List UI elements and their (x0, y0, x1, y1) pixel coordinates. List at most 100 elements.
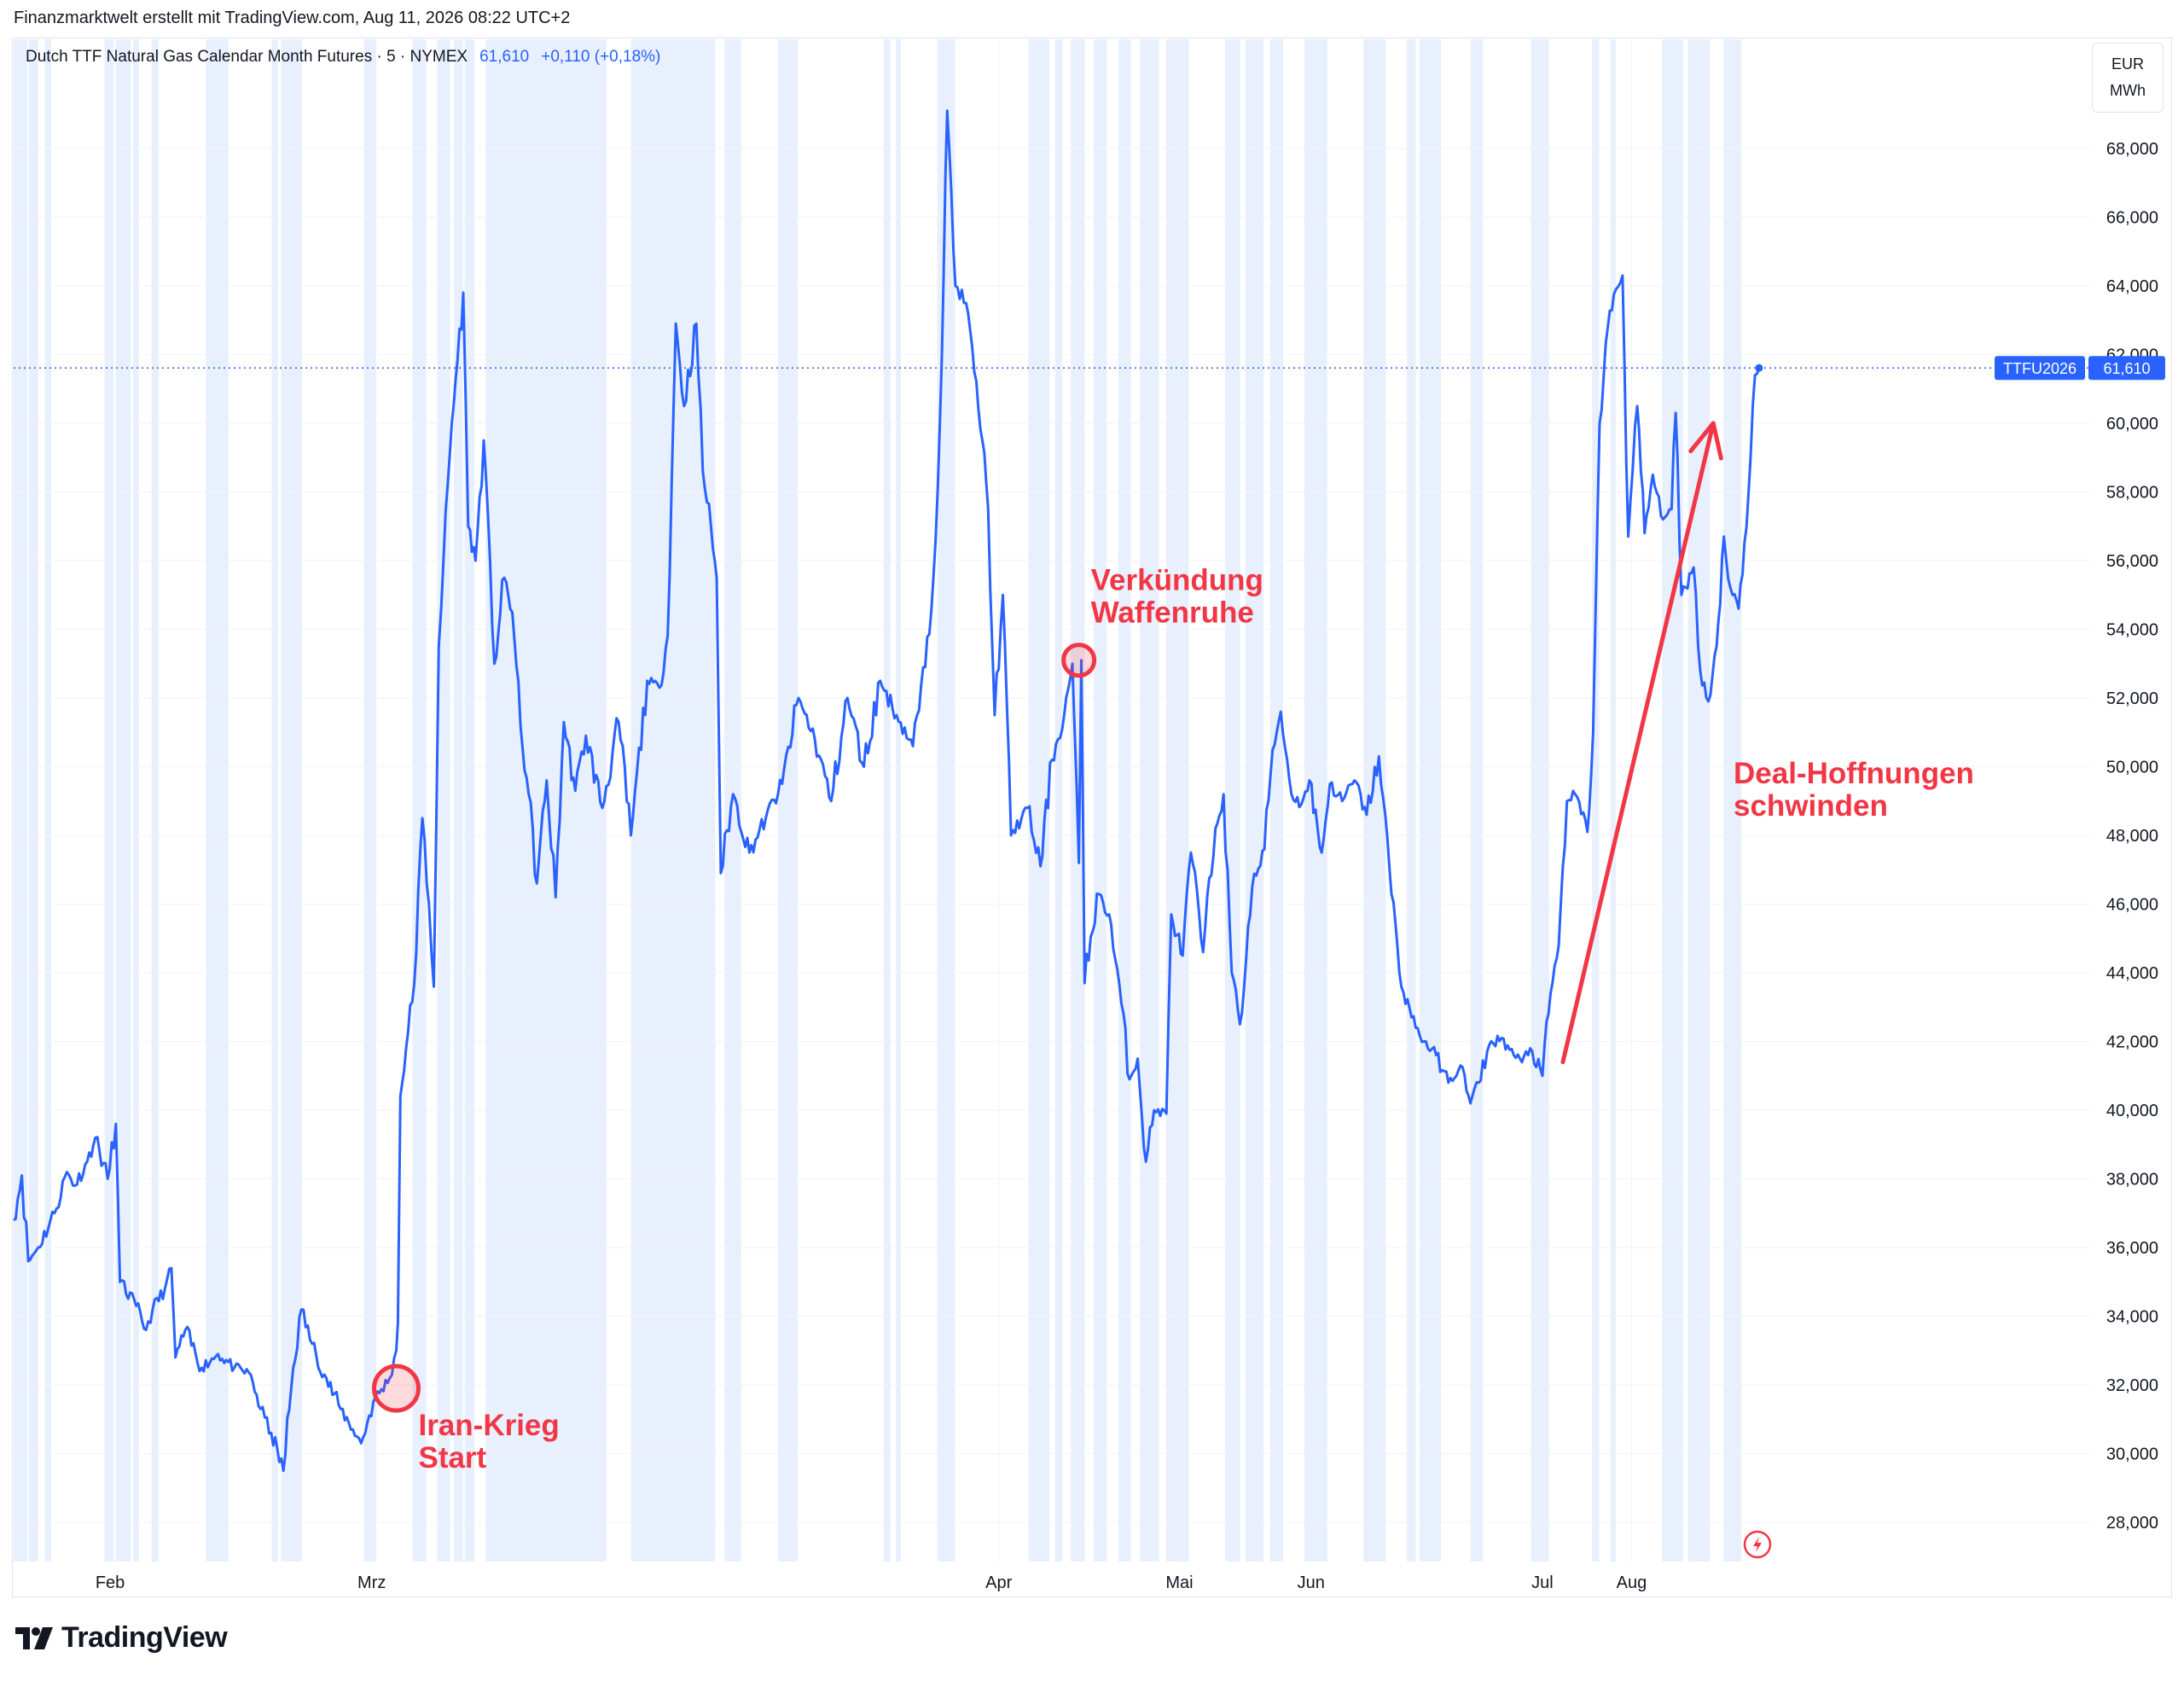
lightning-flash-icon[interactable] (1743, 1530, 1772, 1559)
session-band (1610, 39, 1617, 1562)
symbol-legend[interactable]: Dutch TTF Natural Gas Calendar Month Fut… (26, 48, 660, 67)
currency-label: EUR (2111, 55, 2144, 73)
session-band (1420, 39, 1442, 1562)
price-badge (2088, 356, 2165, 381)
price-badge-text: 61,610 (2103, 360, 2150, 377)
session-band (104, 39, 114, 1562)
ticker-badge-text: TTFU2026 (2003, 360, 2077, 377)
price-line-layer (13, 109, 2090, 1473)
session-band (1118, 39, 1131, 1562)
y-tick-label: 60,000 (2106, 415, 2158, 433)
session-band (44, 39, 51, 1562)
price-line[interactable] (13, 109, 1761, 1473)
x-tick-label-feb: Feb (96, 1573, 125, 1592)
session-shading (14, 39, 1742, 1562)
y-tick-label: 56,000 (2106, 552, 2158, 571)
y-tick-label: 46,000 (2106, 896, 2158, 915)
y-tick-label: 44,000 (2106, 964, 2158, 983)
trend-arrow-head (1688, 421, 1723, 461)
last-price: 61,610 (479, 48, 530, 66)
y-tick-label: 36,000 (2106, 1239, 2158, 1258)
session-band (151, 39, 159, 1562)
chart-frame (12, 38, 2172, 1597)
session-band (271, 39, 278, 1562)
session-band (115, 39, 131, 1562)
session-band (896, 39, 902, 1562)
y-tick-label: 32,000 (2106, 1376, 2158, 1395)
session-band (1662, 39, 1683, 1562)
y-tick-label: 38,000 (2106, 1171, 2158, 1189)
y-tick-label: 64,000 (2106, 277, 2158, 296)
y-tick-label: 66,000 (2106, 209, 2158, 228)
x-tick-label-aug: Aug (1617, 1573, 1647, 1592)
session-band (1054, 39, 1063, 1562)
session-band (1093, 39, 1107, 1562)
session-band (1531, 39, 1549, 1562)
x-tick-label-mrz: Mrz (357, 1573, 386, 1592)
session-band (1165, 39, 1189, 1562)
session-band (1225, 39, 1240, 1562)
x-tick-label-jul: Jul (1531, 1573, 1554, 1592)
deal-hopes-label-line-1: Deal-Hoffnungen (1734, 757, 1974, 790)
ceasefire-label-line-2: Waffenruhe (1091, 596, 1254, 630)
tradingview-logo[interactable]: TradingView (15, 1621, 228, 1655)
flash-icon-bolt (1752, 1537, 1762, 1552)
session-band (630, 39, 713, 1562)
y-tick-label: 28,000 (2106, 1514, 2158, 1533)
session-band (206, 39, 229, 1562)
session-band (412, 39, 427, 1562)
session-band (883, 39, 891, 1562)
session-band (14, 39, 28, 1562)
session-band (1470, 39, 1484, 1562)
session-band (464, 39, 475, 1562)
iran-war-label-line-1: Iran-Krieg (418, 1409, 559, 1442)
session-band (437, 39, 450, 1562)
y-tick-label: 58,000 (2106, 484, 2158, 503)
x-tick-label-mai: Mai (1165, 1573, 1193, 1592)
brand-name: TradingView (61, 1621, 228, 1654)
iran-war-label-line-2: Start (418, 1441, 486, 1475)
ceasefire-label-line-1: Verkündung (1091, 564, 1263, 597)
ceasefire-marker (1061, 643, 1097, 678)
y-tick-label: 54,000 (2106, 621, 2158, 640)
y-tick-label: 50,000 (2106, 759, 2158, 777)
y-tick-label: 68,000 (2106, 140, 2158, 159)
axes: 28,000 30,000 32,000 34,000 36,000 38,000 40,0… (96, 140, 2165, 1592)
deal-hopes-label-line-2: schwinden (1734, 789, 1888, 823)
symbol-name: Dutch TTF Natural Gas Calendar Month Fut… (26, 48, 468, 66)
tradingview-logo-icon (15, 1626, 53, 1649)
price-change: +0,110 (+0,18%) (541, 48, 661, 66)
last-price-dot (1755, 364, 1763, 372)
session-band (1406, 39, 1416, 1562)
session-band (1245, 39, 1264, 1562)
chart-grid (14, 39, 2090, 1562)
session-band (28, 39, 38, 1562)
chart-attribution: Finanzmarktwelt erstellt mit TradingView… (14, 9, 571, 27)
session-band (363, 39, 377, 1562)
unit-label: MWh (2110, 82, 2146, 99)
session-band (1269, 39, 1283, 1562)
session-band (1687, 39, 1711, 1562)
session-band (777, 39, 799, 1562)
x-tick-label-apr: Apr (985, 1573, 1012, 1592)
session-band (1723, 39, 1742, 1562)
session-band (281, 39, 302, 1562)
currency-unit-selector[interactable]: EUR MWh (2092, 43, 2164, 113)
y-tick-label: 30,000 (2106, 1445, 2158, 1464)
y-tick-label: 48,000 (2106, 827, 2158, 846)
session-band (1592, 39, 1600, 1562)
y-tick-label: 42,000 (2106, 1033, 2158, 1052)
y-tick-label: 52,000 (2106, 689, 2158, 708)
y-tick-label: 40,000 (2106, 1102, 2158, 1120)
session-band (1140, 39, 1159, 1562)
y-tick-label: 34,000 (2106, 1308, 2158, 1327)
session-band (453, 39, 463, 1562)
ticker-badge (1995, 356, 2085, 381)
x-tick-label-jun: Jun (1298, 1573, 1325, 1592)
session-band (937, 39, 956, 1562)
trend-arrow-shaft (1560, 421, 1716, 1065)
session-band (1304, 39, 1327, 1562)
session-band (132, 39, 139, 1562)
